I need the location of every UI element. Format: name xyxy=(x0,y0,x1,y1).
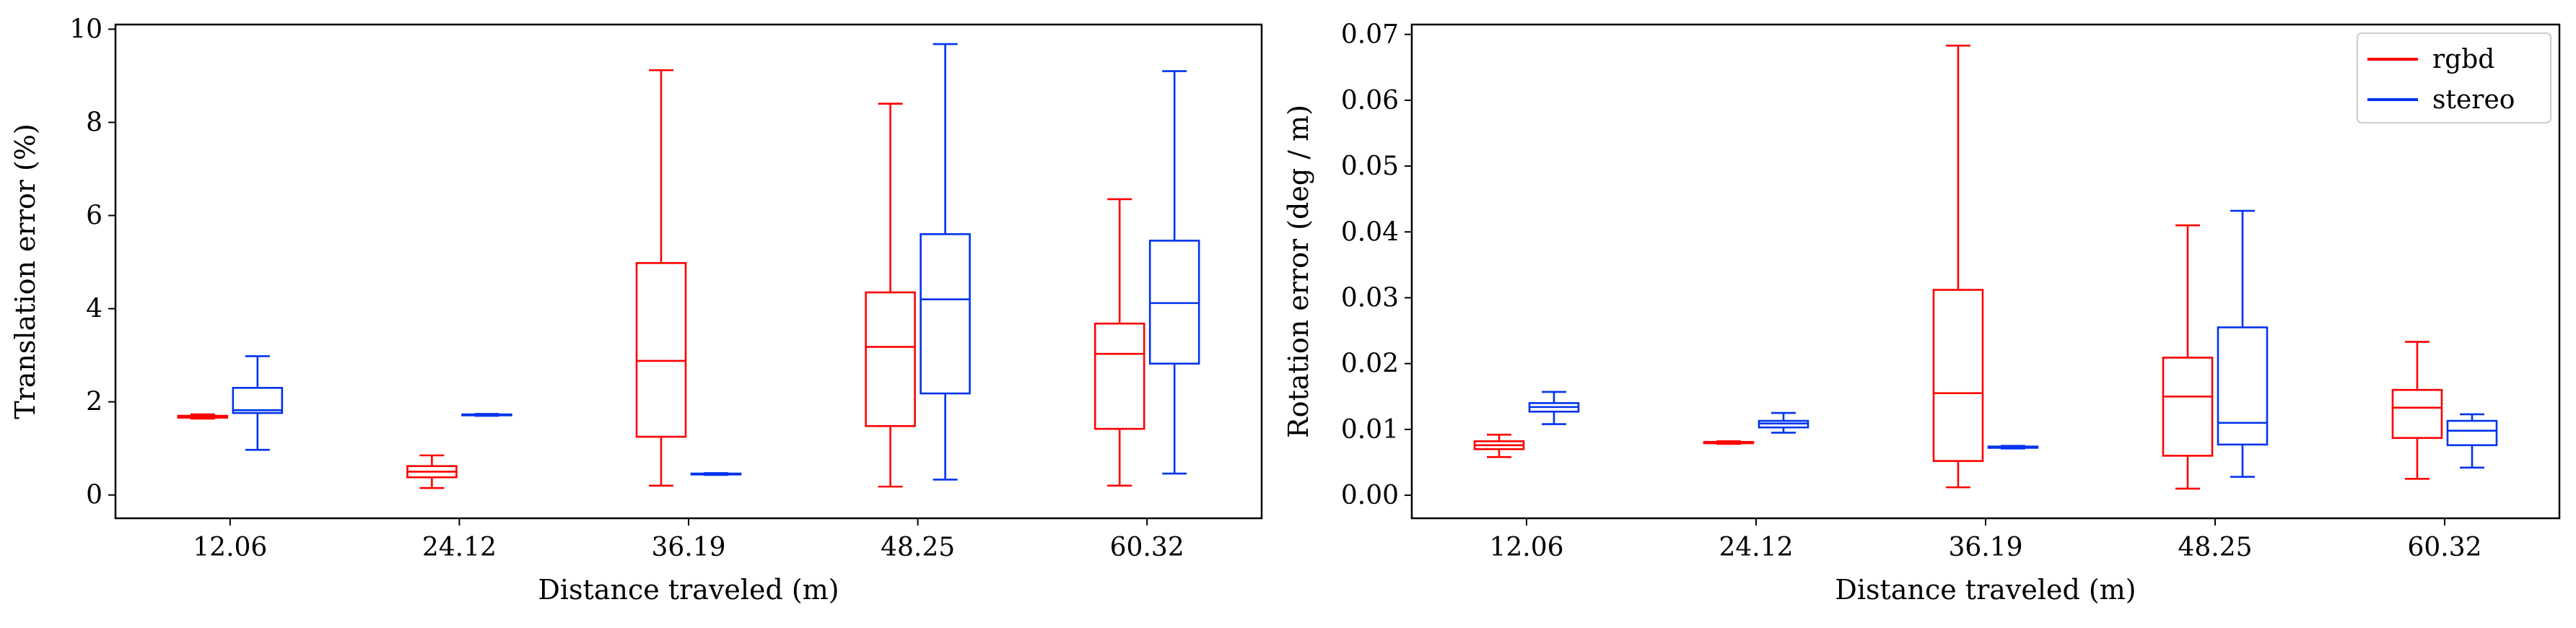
y-tick-label: 0.06 xyxy=(1341,86,1399,115)
rgbd-box-48.25 xyxy=(2162,224,2214,490)
legend: rgbd stereo xyxy=(2357,32,2551,123)
iqr-box xyxy=(2446,419,2498,447)
y-tick-label: 0.04 xyxy=(1341,217,1399,247)
rgbd-box-12.06 xyxy=(1473,433,1525,458)
y-tick-label: 0.07 xyxy=(1341,20,1399,50)
stereo-box-36.19 xyxy=(690,472,742,476)
x-tick-label: 24.12 xyxy=(422,533,497,562)
iqr-box xyxy=(2162,357,2214,457)
rgbd-box-36.19 xyxy=(1932,44,1984,489)
legend-label-rgbd: rgbd xyxy=(2432,45,2494,74)
y-tick-label: 0.03 xyxy=(1341,283,1399,313)
x-tick-label: 36.19 xyxy=(1948,533,2022,562)
rgbd-box-60.32 xyxy=(1093,198,1145,487)
y-tick-label: 10 xyxy=(69,14,102,44)
iqr-box xyxy=(2217,326,2269,446)
x-tick-label: 36.19 xyxy=(651,533,725,562)
legend-label-stereo: stereo xyxy=(2432,85,2515,115)
stereo-box-60.32 xyxy=(2446,413,2498,469)
rgbd-box-12.06 xyxy=(177,413,229,420)
x-tick-label: 60.32 xyxy=(1110,533,1184,562)
stereo-box-24.12 xyxy=(1758,411,1809,434)
y-axis-label: Rotation error (deg / m) xyxy=(1283,105,1314,438)
x-axis-label: Distance traveled (m) xyxy=(538,574,839,606)
y-tick-label: 8 xyxy=(86,108,102,138)
y-tick-label: 2 xyxy=(86,388,102,417)
rotation-error-chart: 0.00 0.01 0.02 0.03 0.04 0.05 0.06 0.07 12.06 24.… xyxy=(1283,20,2561,606)
stereo-box-24.12 xyxy=(461,413,512,417)
y-tick-label: 0.01 xyxy=(1341,415,1399,445)
iqr-box xyxy=(635,262,687,438)
x-tick-label: 24.12 xyxy=(1719,533,1793,562)
y-tick-label: 6 xyxy=(86,201,102,231)
iqr-box xyxy=(920,233,971,395)
stereo-box-36.19 xyxy=(1987,445,2039,450)
iqr-box xyxy=(1932,289,1984,462)
stereo-box-12.06 xyxy=(1528,391,1580,425)
stereo-box-12.06 xyxy=(232,355,284,451)
rgbd-box-24.12 xyxy=(1703,440,1755,445)
x-tick-label: 60.32 xyxy=(2407,533,2481,562)
y-tick-label: 4 xyxy=(86,295,102,324)
rgbd-box-60.32 xyxy=(2391,341,2443,480)
stereo-box-48.25 xyxy=(920,43,971,481)
stereo-box-60.32 xyxy=(1148,70,1200,475)
iqr-box xyxy=(1093,322,1145,430)
y-tick-label: 0.05 xyxy=(1341,152,1399,181)
iqr-box xyxy=(2391,388,2443,440)
y-axis-label: Translation error (%) xyxy=(9,123,41,419)
x-axis-label: Distance traveled (m) xyxy=(1835,574,2136,606)
x-tick-label: 12.06 xyxy=(193,533,267,562)
rgbd-box-36.19 xyxy=(635,69,687,487)
iqr-box xyxy=(232,387,284,414)
x-tick-label: 12.06 xyxy=(1489,533,1563,562)
rgbd-box-24.12 xyxy=(406,454,458,489)
x-tick-label: 48.25 xyxy=(881,533,955,562)
stereo-box-48.25 xyxy=(2217,209,2269,478)
rgbd-box-48.25 xyxy=(865,103,916,488)
iqr-box xyxy=(865,291,916,427)
x-tick-label: 48.25 xyxy=(2178,533,2252,562)
translation-error-chart: 0 2 4 6 8 10 12.06 24.12 36.19 48.25 60.32 Distance… xyxy=(9,14,1263,606)
y-tick-label: 0 xyxy=(86,481,102,510)
y-tick-label: 0.00 xyxy=(1341,481,1399,510)
y-tick-label: 0.02 xyxy=(1341,349,1399,379)
